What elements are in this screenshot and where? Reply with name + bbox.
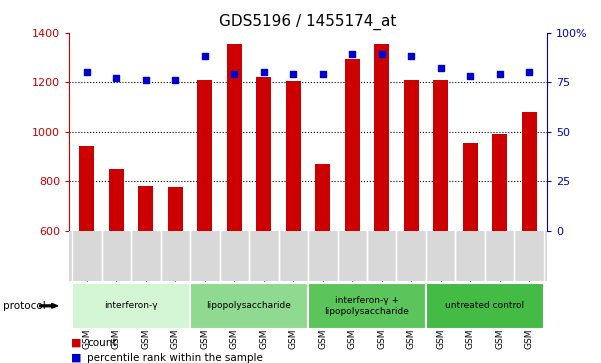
Bar	[316, 164, 330, 231]
Bar	[197, 79, 212, 231]
Bar	[374, 44, 389, 231]
Point	[347, 52, 357, 57]
Text: percentile rank within the sample: percentile rank within the sample	[87, 352, 263, 363]
Bar	[492, 134, 507, 231]
Point	[377, 52, 386, 57]
Text: protocol: protocol	[3, 301, 46, 311]
Point	[406, 53, 416, 59]
Point	[171, 77, 180, 83]
Bar	[227, 44, 242, 231]
Point	[82, 69, 91, 75]
Bar	[109, 169, 124, 231]
Point	[525, 69, 534, 75]
Text: ■: ■	[71, 338, 81, 348]
Bar	[257, 77, 271, 231]
Text: count: count	[87, 338, 117, 348]
Point	[230, 71, 239, 77]
Bar	[433, 79, 448, 231]
Point	[141, 77, 151, 83]
Bar	[79, 146, 94, 231]
Point	[288, 71, 298, 77]
Text: interferon-γ: interferon-γ	[104, 301, 158, 310]
Bar	[522, 112, 537, 231]
Bar	[463, 143, 478, 231]
Point	[436, 65, 445, 71]
Text: ■: ■	[71, 352, 81, 363]
Point	[318, 71, 328, 77]
Text: interferon-γ +
lipopolysaccharide: interferon-γ + lipopolysaccharide	[325, 296, 409, 315]
Text: lipopolysaccharide: lipopolysaccharide	[207, 301, 291, 310]
Point	[495, 71, 504, 77]
Bar	[345, 59, 359, 231]
Bar	[168, 187, 183, 231]
Point	[465, 73, 475, 79]
Point	[200, 53, 210, 59]
Bar	[138, 187, 153, 231]
Point	[112, 75, 121, 81]
Bar	[404, 79, 419, 231]
Text: untreated control: untreated control	[445, 301, 525, 310]
Bar	[286, 81, 300, 231]
Title: GDS5196 / 1455174_at: GDS5196 / 1455174_at	[219, 14, 397, 30]
Point	[259, 69, 269, 75]
